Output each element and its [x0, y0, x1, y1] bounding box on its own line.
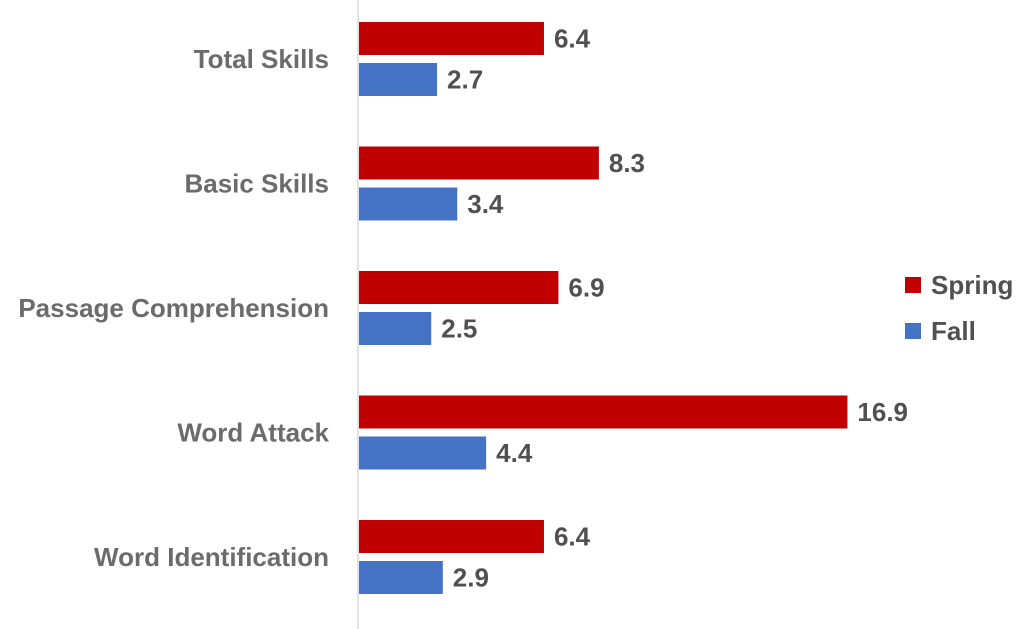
- bar-fall-word-identification: [359, 561, 443, 594]
- bar-fall-total-skills: [359, 63, 438, 96]
- legend-swatch-spring: [905, 277, 921, 293]
- legend-label-fall: Fall: [931, 316, 976, 346]
- bar-spring-basic-skills: [359, 146, 599, 180]
- category-label-total-skills: Total Skills: [194, 44, 329, 74]
- value-label-fall-word-attack: 4.4: [496, 438, 533, 468]
- bars-layer: [359, 22, 848, 594]
- category-label-word-attack: Word Attack: [177, 418, 329, 448]
- bar-fall-word-attack: [359, 436, 487, 470]
- category-label-word-identification: Word Identification: [94, 542, 329, 572]
- value-label-spring-total-skills: 6.4: [554, 24, 591, 54]
- bar-spring-word-identification: [359, 520, 544, 553]
- bar-spring-total-skills: [359, 22, 544, 55]
- value-label-spring-word-attack: 16.9: [857, 397, 908, 427]
- bar-spring-word-attack: [359, 395, 848, 429]
- bar-spring-passage-comprehension: [359, 271, 559, 304]
- value-label-fall-passage-comprehension: 2.5: [441, 314, 477, 344]
- bar-fall-basic-skills: [359, 187, 458, 221]
- labels-layer: Total Skills 6.4 2.7 Basic Skills 8.3 3.4 Pass…: [18, 24, 908, 593]
- legend-label-spring: Spring: [931, 270, 1013, 300]
- legend-swatch-fall: [905, 323, 921, 339]
- bar-fall-passage-comprehension: [359, 312, 432, 345]
- category-label-basic-skills: Basic Skills: [184, 169, 329, 199]
- value-label-spring-basic-skills: 8.3: [609, 148, 645, 178]
- legend: Spring Fall: [905, 270, 1013, 346]
- value-label-fall-word-identification: 2.9: [453, 563, 489, 593]
- category-label-passage-comprehension: Passage Comprehension: [18, 293, 329, 323]
- value-label-fall-basic-skills: 3.4: [467, 189, 504, 219]
- value-label-spring-word-identification: 6.4: [554, 522, 591, 552]
- value-label-fall-total-skills: 2.7: [447, 65, 483, 95]
- value-label-spring-passage-comprehension: 6.9: [568, 273, 604, 303]
